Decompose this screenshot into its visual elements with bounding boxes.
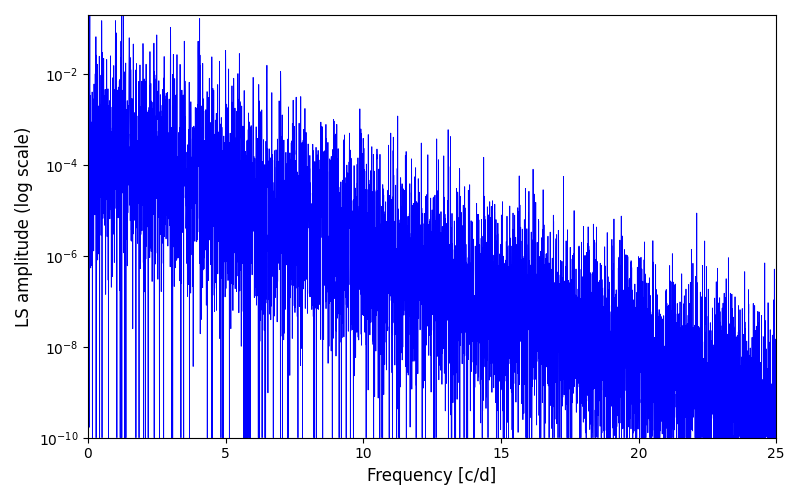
Y-axis label: LS amplitude (log scale): LS amplitude (log scale): [15, 126, 33, 326]
X-axis label: Frequency [c/d]: Frequency [c/d]: [367, 467, 497, 485]
